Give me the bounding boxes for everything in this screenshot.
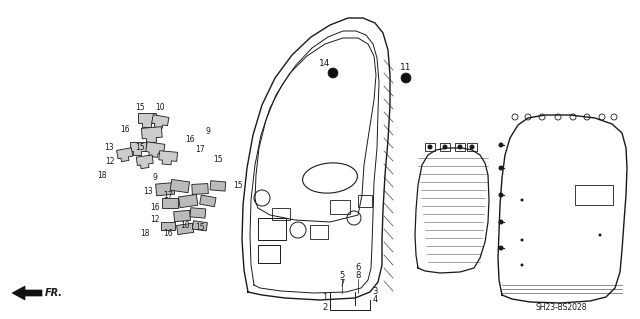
Text: 1: 1 [323, 293, 328, 302]
Circle shape [428, 145, 433, 150]
Text: 9: 9 [152, 174, 157, 182]
Circle shape [401, 73, 411, 83]
Text: 15: 15 [135, 103, 145, 113]
Polygon shape [152, 115, 169, 129]
Circle shape [499, 192, 504, 197]
Circle shape [442, 145, 447, 150]
Text: 5: 5 [339, 271, 344, 279]
Bar [575, 185, 613, 205]
Text: 2: 2 [323, 302, 328, 311]
Circle shape [328, 68, 338, 78]
Bar [310, 225, 328, 239]
Polygon shape [116, 148, 133, 162]
Bar [440, 143, 450, 151]
Text: 17: 17 [163, 190, 173, 199]
Text: 6: 6 [355, 263, 361, 272]
Polygon shape [161, 222, 175, 230]
Bar [455, 143, 465, 151]
Text: 14: 14 [319, 58, 331, 68]
Polygon shape [156, 182, 175, 196]
Circle shape [520, 239, 524, 241]
Circle shape [499, 166, 504, 170]
Text: 13: 13 [104, 144, 114, 152]
Text: 18: 18 [97, 170, 107, 180]
Text: 13: 13 [143, 188, 153, 197]
Circle shape [499, 246, 504, 250]
Text: 9: 9 [205, 128, 211, 137]
Polygon shape [190, 208, 206, 218]
Text: 15: 15 [233, 181, 243, 189]
Text: 3: 3 [372, 287, 378, 296]
Text: 10: 10 [155, 103, 165, 113]
Circle shape [598, 234, 602, 236]
Text: 15: 15 [135, 144, 145, 152]
Polygon shape [138, 113, 156, 127]
Bar [425, 143, 435, 151]
Text: 16: 16 [163, 228, 173, 238]
Polygon shape [177, 223, 194, 234]
Circle shape [499, 143, 504, 147]
Bar [467, 143, 477, 151]
Polygon shape [146, 142, 165, 158]
Text: 12: 12 [105, 158, 115, 167]
Polygon shape [12, 286, 42, 300]
Bar [258, 245, 280, 263]
Text: 12: 12 [150, 216, 160, 225]
Text: 17: 17 [195, 145, 205, 154]
Text: FR.: FR. [45, 288, 63, 298]
Bar [258, 218, 286, 240]
Text: 15: 15 [195, 224, 205, 233]
Text: 18: 18 [140, 228, 150, 238]
Polygon shape [162, 198, 178, 208]
Text: 4: 4 [372, 295, 378, 305]
Text: 16: 16 [185, 136, 195, 145]
Polygon shape [192, 184, 208, 194]
Bar [358, 195, 372, 207]
Text: 11: 11 [400, 63, 412, 71]
Bar [272, 208, 290, 220]
Polygon shape [170, 180, 189, 193]
Text: 10: 10 [180, 220, 190, 229]
Text: 16: 16 [150, 204, 160, 212]
Circle shape [520, 263, 524, 266]
Text: SH23-BS2028: SH23-BS2028 [535, 303, 587, 313]
Circle shape [458, 145, 463, 150]
Polygon shape [136, 155, 153, 169]
Polygon shape [179, 195, 198, 208]
Circle shape [520, 198, 524, 202]
Polygon shape [141, 127, 162, 143]
Polygon shape [210, 181, 226, 191]
Polygon shape [159, 151, 177, 165]
Text: 8: 8 [355, 271, 361, 279]
Polygon shape [173, 210, 191, 222]
Bar [330, 200, 350, 214]
Text: 15: 15 [213, 155, 223, 165]
Circle shape [470, 145, 474, 150]
Circle shape [499, 219, 504, 225]
Polygon shape [130, 142, 146, 154]
Polygon shape [200, 195, 216, 207]
Text: 16: 16 [120, 125, 130, 135]
Text: 7: 7 [339, 278, 345, 287]
Polygon shape [193, 221, 207, 231]
